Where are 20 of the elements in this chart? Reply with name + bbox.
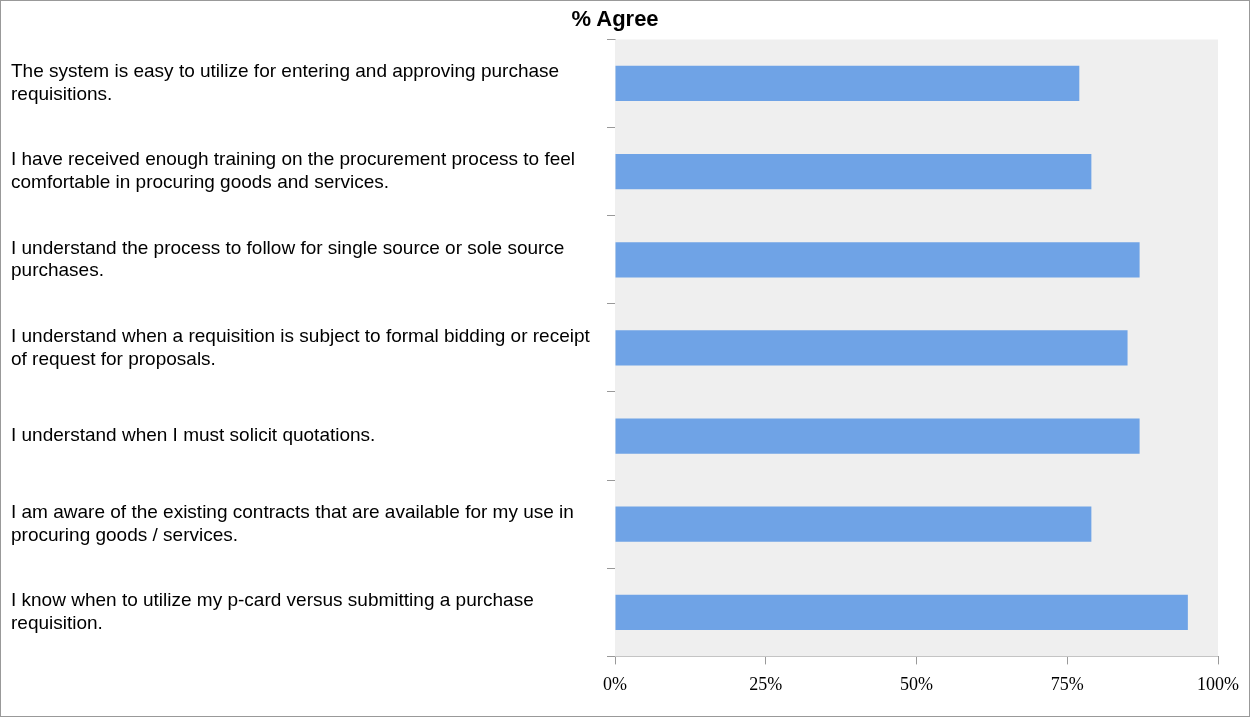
- x-tick-label: 100%: [1197, 673, 1239, 694]
- x-tick-label: 50%: [900, 673, 933, 694]
- y-tick-label: I understand when a requisition is subject to formal bidding or receipt of request for proposals.: [11, 324, 591, 369]
- y-tick-label: I understand the process to follow for single source or sole source purchases.: [11, 236, 565, 281]
- bar: [615, 330, 1128, 366]
- y-tick-label: I am aware of the existing contracts that are available for my use in procuring goods / services.: [11, 501, 574, 545]
- x-tick-label: 25%: [749, 673, 783, 694]
- bar: [615, 65, 1080, 102]
- chart-title: % Agree: [571, 6, 659, 32]
- bar: [615, 242, 1140, 278]
- y-tick-label: I have received enough training on the procurement process to feel comfortable in procuring goods and services.: [11, 148, 576, 193]
- x-tick-label: 0%: [603, 673, 627, 694]
- y-tick-label: The system is easy to utilize for entering and approving purchase requisitions.: [11, 60, 560, 105]
- bar: [615, 506, 1092, 542]
- y-tick-label: I understand when I must solicit quotations.: [11, 424, 376, 446]
- bar: [615, 153, 1092, 190]
- bar: [615, 594, 1188, 630]
- bar: [615, 418, 1140, 454]
- x-tick-label: 75%: [1050, 673, 1084, 694]
- y-tick-label: I know when to utilize my p-card versus submitting a purchase requisition.: [11, 589, 534, 633]
